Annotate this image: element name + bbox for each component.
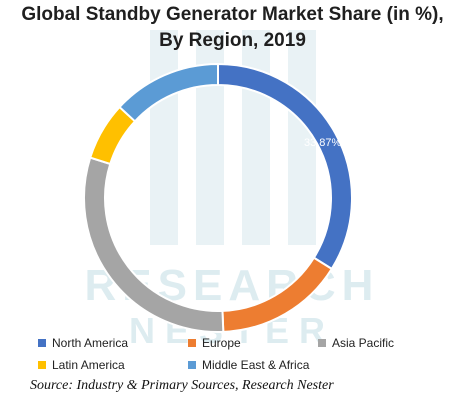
legend-swatch-middle-east-africa — [188, 361, 196, 369]
slice-middle-east-africa — [118, 62, 219, 123]
legend-item-latin-america: Latin America — [38, 358, 125, 372]
legend-label-middle-east-africa: Middle East & Africa — [202, 358, 310, 372]
legend-label-north-america: North America — [52, 336, 129, 350]
legend-item-europe: Europe — [188, 336, 241, 350]
legend-label-latin-america: Latin America — [52, 358, 125, 372]
legend-swatch-asia-pacific — [318, 339, 326, 347]
data-label-north-america: 33.87% — [304, 137, 342, 149]
legend: North America Europe Asia Pacific Latin … — [38, 336, 458, 380]
legend-row-2: Latin America Middle East & Africa — [38, 358, 458, 380]
legend-item-middle-east-africa: Middle East & Africa — [188, 358, 309, 372]
slice-asia-pacific — [83, 156, 225, 333]
source-note: Source: Industry & Primary Sources, Rese… — [30, 378, 334, 393]
slice-europe — [221, 256, 334, 333]
chart-title-line-2: By Region, 2019 — [159, 30, 306, 51]
legend-swatch-north-america — [38, 339, 46, 347]
chart-title: Global Standby Generator Market Share (i… — [0, 2, 465, 54]
legend-row-1: North America Europe Asia Pacific — [38, 336, 458, 358]
legend-swatch-latin-america — [38, 361, 46, 369]
legend-item-north-america: North America — [38, 336, 128, 350]
legend-label-asia-pacific: Asia Pacific — [332, 336, 395, 350]
legend-item-asia-pacific: Asia Pacific — [318, 336, 394, 350]
legend-label-europe: Europe — [202, 336, 241, 350]
chart-title-line-1: Global Standby Generator Market Share (i… — [21, 4, 444, 25]
legend-swatch-europe — [188, 339, 196, 347]
slice-north-america — [217, 62, 353, 271]
